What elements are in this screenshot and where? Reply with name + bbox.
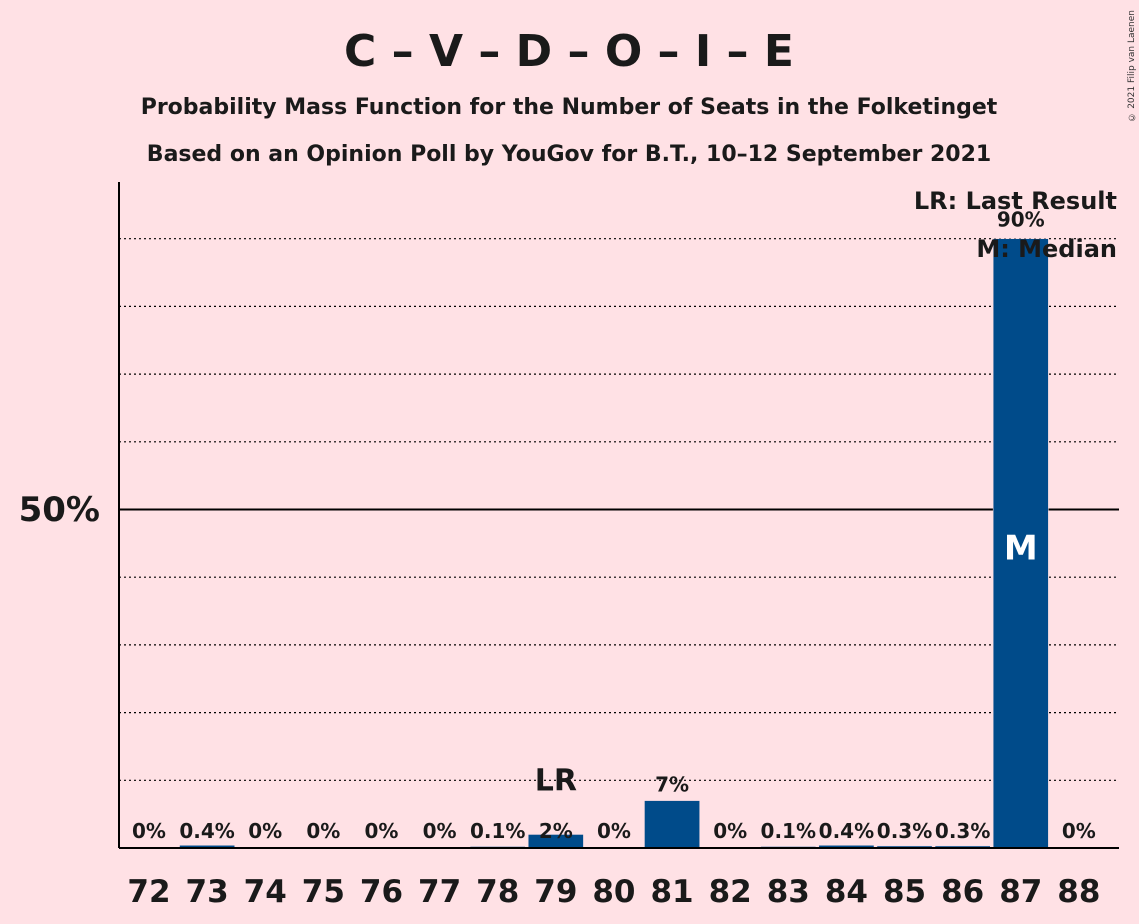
value-labels: 0% 0.4% 0% 0% 0% 0% 0.1% 2%LR0%7%0% 0.1% 0.4% 0.3%… (132, 208, 1096, 843)
value-label-77: 0% (423, 819, 457, 843)
x-tick-label-73: 73 (186, 874, 229, 910)
chart-subtitle-1: Probability Mass Function for the Number… (141, 95, 998, 120)
chart-title: C – V – D – O – I – E (344, 26, 794, 77)
value-label-74: 0% (248, 819, 282, 843)
value-label-88: 0% (1062, 819, 1096, 843)
gridlines (119, 238, 1119, 781)
x-tick-label-85: 85 (883, 874, 926, 910)
value-label-73: 0.4% (179, 819, 234, 843)
x-tick-labels: 72 73 74 75 76 77 78 79 80 81 82 83 84 85 86 87 88 (127, 874, 1100, 910)
x-tick-label-74: 74 (244, 874, 287, 910)
last-result-marker: LR (535, 763, 577, 798)
x-tick-label-81: 81 (650, 874, 693, 910)
value-label-86: 0.3% (935, 819, 990, 843)
bars (179, 238, 1049, 849)
median-marker: M (1004, 529, 1038, 569)
x-tick-label-72: 72 (127, 874, 170, 910)
value-label-81: 7% (655, 773, 689, 797)
value-label-79: 2% (539, 819, 573, 843)
x-tick-label-87: 87 (999, 874, 1042, 910)
copyright-notice: © 2021 Filip van Laenen (1127, 10, 1137, 122)
x-tick-label-80: 80 (592, 874, 635, 910)
value-label-87: 90% (997, 208, 1045, 232)
x-tick-label-82: 82 (709, 874, 752, 910)
value-label-76: 0% (364, 819, 398, 843)
bar-81 (644, 800, 700, 849)
x-tick-label-76: 76 (360, 874, 403, 910)
y-tick-label-50: 50% (19, 490, 100, 530)
x-tick-label-79: 79 (534, 874, 577, 910)
value-label-85: 0.3% (877, 819, 932, 843)
value-label-82: 0% (713, 819, 747, 843)
value-label-84: 0.4% (819, 819, 874, 843)
value-label-83: 0.1% (761, 819, 816, 843)
x-tick-label-83: 83 (767, 874, 810, 910)
bar-87 (992, 238, 1049, 849)
value-label-75: 0% (306, 819, 340, 843)
value-label-80: 0% (597, 819, 631, 843)
x-tick-label-78: 78 (476, 874, 519, 910)
value-label-72: 0% (132, 819, 166, 843)
x-tick-label-84: 84 (825, 874, 868, 910)
x-tick-label-77: 77 (418, 874, 461, 910)
legend-last-result: LR: Last Result (914, 187, 1117, 215)
value-label-78: 0.1% (470, 819, 525, 843)
x-tick-label-88: 88 (1057, 874, 1100, 910)
x-tick-label-75: 75 (302, 874, 345, 910)
legend-median: M: Median (976, 235, 1117, 263)
x-tick-label-86: 86 (941, 874, 984, 910)
chart-subtitle-2: Based on an Opinion Poll by YouGov for B… (147, 142, 991, 167)
